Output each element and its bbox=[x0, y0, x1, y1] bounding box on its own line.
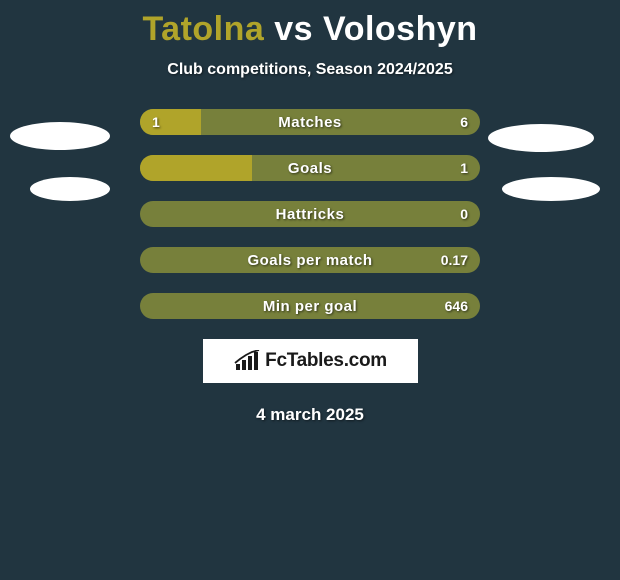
stat-bar-label: Goals bbox=[140, 155, 480, 181]
page-title: Tatolna vs Voloshyn bbox=[0, 0, 620, 49]
fctables-logo: FcTables.com bbox=[203, 339, 418, 383]
ellipse-left-2 bbox=[30, 177, 110, 201]
stat-bar: 1Matches6 bbox=[140, 109, 480, 135]
ellipse-right-2 bbox=[502, 177, 600, 201]
stat-bar: Goals1 bbox=[140, 155, 480, 181]
stat-bar-value-right: 6 bbox=[448, 109, 480, 135]
stat-bar: Min per goal646 bbox=[140, 293, 480, 319]
stats-bars: 1Matches6Goals1Hattricks0Goals per match… bbox=[140, 109, 480, 319]
stat-bar: Hattricks0 bbox=[140, 201, 480, 227]
stat-bar-label: Min per goal bbox=[140, 293, 480, 319]
footer-date: 4 march 2025 bbox=[0, 405, 620, 425]
ellipse-right-1 bbox=[488, 124, 594, 152]
stat-bar-label: Hattricks bbox=[140, 201, 480, 227]
stat-bar-value-right: 0.17 bbox=[429, 247, 480, 273]
player2-name: Voloshyn bbox=[323, 10, 478, 48]
player1-name: Tatolna bbox=[142, 10, 264, 48]
stat-bar: Goals per match0.17 bbox=[140, 247, 480, 273]
logo-text: FcTables.com bbox=[265, 350, 387, 372]
ellipse-left-1 bbox=[10, 122, 110, 150]
stat-bar-value-right: 0 bbox=[448, 201, 480, 227]
stat-bar-value-right: 646 bbox=[433, 293, 480, 319]
chart-icon bbox=[233, 350, 261, 372]
stat-bar-label: Matches bbox=[140, 109, 480, 135]
subtitle: Club competitions, Season 2024/2025 bbox=[0, 61, 620, 79]
stat-bar-value-right: 1 bbox=[448, 155, 480, 181]
vs-text: vs bbox=[274, 10, 313, 48]
